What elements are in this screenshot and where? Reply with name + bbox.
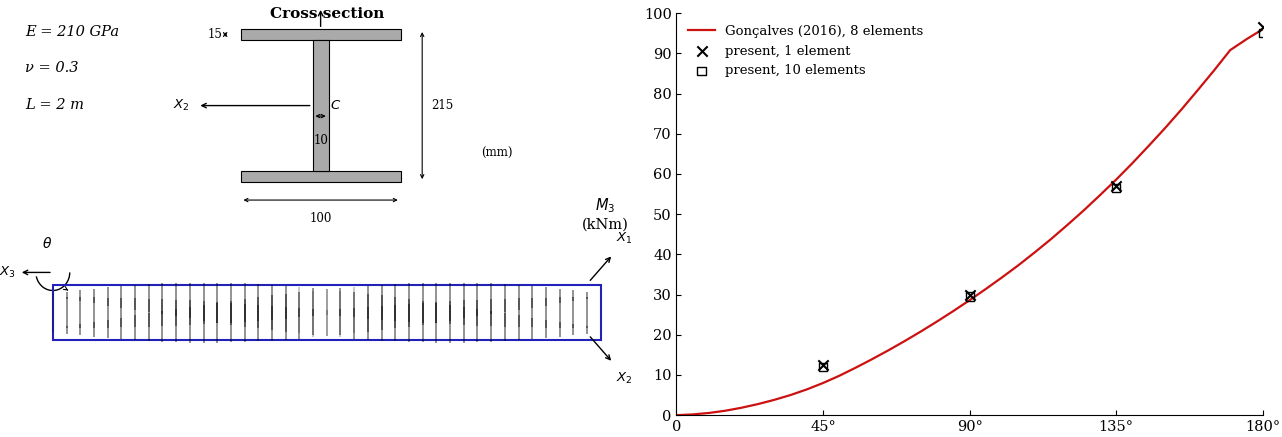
Text: $X_1$: $X_1$: [329, 0, 346, 3]
Text: $\theta$: $\theta$: [41, 236, 51, 251]
present, 10 elements: [1106, 184, 1127, 191]
Text: 100: 100: [309, 212, 332, 225]
Text: E = 210 GPa: E = 210 GPa: [26, 25, 119, 39]
Text: $X_1$: $X_1$: [617, 231, 633, 246]
Gonçalves (2016), 8 elements: [1092, 193, 1108, 198]
Line: Gonçalves (2016), 8 elements: Gonçalves (2016), 8 elements: [677, 29, 1263, 415]
Bar: [313, 40, 328, 171]
Gonçalves (2016), 8 elements: [1044, 236, 1059, 242]
present, 1 element: [1106, 183, 1127, 190]
present, 1 element: [959, 291, 979, 298]
Gonçalves (2016), 8 elements: [962, 298, 977, 303]
Gonçalves (2016), 8 elements: [946, 309, 962, 314]
Gonçalves (2016), 8 elements: [799, 387, 814, 392]
Gonçalves (2016), 8 elements: [1124, 160, 1140, 166]
Text: 15: 15: [208, 28, 222, 41]
Gonçalves (2016), 8 elements: [750, 402, 765, 407]
present, 10 elements: [1253, 30, 1273, 37]
Text: Cross section: Cross section: [269, 7, 385, 21]
Gonçalves (2016), 8 elements: [1010, 263, 1026, 268]
Text: L = 2 m: L = 2 m: [26, 97, 85, 111]
Gonçalves (2016), 8 elements: [832, 373, 847, 378]
present, 1 element: [813, 361, 833, 368]
Gonçalves (2016), 8 elements: [897, 339, 913, 344]
Gonçalves (2016), 8 elements: [1060, 222, 1076, 228]
Bar: [241, 29, 401, 40]
Gonçalves (2016), 8 elements: [733, 405, 749, 410]
Gonçalves (2016), 8 elements: [718, 408, 733, 413]
Gonçalves (2016), 8 elements: [913, 329, 928, 334]
Gonçalves (2016), 8 elements: [978, 286, 994, 291]
Text: $X_2$: $X_2$: [617, 371, 632, 386]
Gonçalves (2016), 8 elements: [783, 392, 799, 398]
Text: (mm): (mm): [481, 147, 513, 160]
Text: ν = 0.3: ν = 0.3: [26, 61, 78, 75]
Text: 215: 215: [432, 99, 454, 112]
Text: $X_2$: $X_2$: [173, 98, 190, 113]
Gonçalves (2016), 8 elements: [864, 357, 879, 362]
Y-axis label: $M_3$
(kNm): $M_3$ (kNm): [582, 197, 628, 232]
Gonçalves (2016), 8 elements: [669, 413, 685, 418]
Gonçalves (2016), 8 elements: [685, 412, 700, 417]
present, 1 element: [1253, 24, 1273, 31]
Gonçalves (2016), 8 elements: [1027, 250, 1042, 255]
Gonçalves (2016), 8 elements: [1238, 37, 1254, 42]
Legend: Gonçalves (2016), 8 elements, present, 1 element, present, 10 elements: Gonçalves (2016), 8 elements, present, 1…: [683, 20, 929, 83]
Text: 10: 10: [313, 134, 328, 147]
Gonçalves (2016), 8 elements: [1141, 143, 1156, 149]
Text: $X_3$: $X_3$: [0, 265, 15, 280]
Gonçalves (2016), 8 elements: [1206, 68, 1222, 73]
Gonçalves (2016), 8 elements: [701, 410, 717, 416]
Bar: [53, 285, 601, 340]
present, 10 elements: [813, 364, 833, 371]
Gonçalves (2016), 8 elements: [1223, 48, 1238, 53]
present, 10 elements: [959, 293, 979, 300]
Gonçalves (2016), 8 elements: [995, 274, 1010, 280]
Gonçalves (2016), 8 elements: [881, 348, 896, 353]
Gonçalves (2016), 8 elements: [929, 319, 945, 324]
Text: $C$: $C$: [329, 99, 341, 112]
Gonçalves (2016), 8 elements: [1190, 88, 1205, 93]
Gonçalves (2016), 8 elements: [1158, 125, 1173, 131]
Gonçalves (2016), 8 elements: [1109, 177, 1124, 182]
Gonçalves (2016), 8 elements: [1255, 27, 1270, 32]
Gonçalves (2016), 8 elements: [815, 380, 831, 385]
Gonçalves (2016), 8 elements: [1173, 107, 1188, 112]
Gonçalves (2016), 8 elements: [767, 397, 782, 402]
Gonçalves (2016), 8 elements: [847, 365, 863, 370]
Bar: [241, 171, 401, 182]
Gonçalves (2016), 8 elements: [1076, 208, 1091, 213]
